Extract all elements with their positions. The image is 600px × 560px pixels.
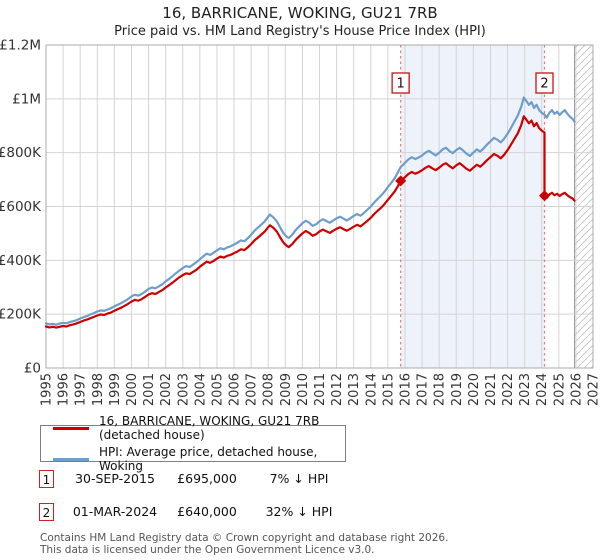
svg-text:2023: 2023 — [518, 373, 533, 406]
plot-border — [45, 44, 594, 369]
svg-text:2027: 2027 — [587, 373, 600, 406]
hpi-line — [44, 96, 576, 326]
sale-2-price: £640,000 — [177, 504, 237, 519]
svg-text:£1.2M: £1.2M — [0, 38, 41, 54]
license-footer: Contains HM Land Registry data © Crown c… — [40, 532, 600, 556]
svg-text:2008: 2008 — [262, 373, 277, 406]
svg-text:2014: 2014 — [364, 373, 379, 406]
svg-text:2007: 2007 — [245, 373, 260, 406]
page-subtitle: Price paid vs. HM Land Registry's House … — [114, 24, 486, 39]
svg-text:£0: £0 — [24, 361, 41, 377]
license-footer-line1: Contains HM Land Registry data © Crown c… — [40, 532, 449, 544]
svg-text:2026: 2026 — [569, 373, 584, 406]
x-axis-labels: 1995 1996 1997 1998 1999 2000 2001 2002 2003 2004… — [40, 373, 600, 406]
grid — [45, 44, 594, 369]
sale-1-date: 30-SEP-2015 — [75, 471, 155, 486]
svg-text:2001: 2001 — [142, 373, 157, 406]
svg-text:2020: 2020 — [467, 373, 482, 406]
svg-text:2015: 2015 — [381, 373, 396, 406]
svg-text:2005: 2005 — [210, 373, 225, 406]
sale-annotation-row-1: 1 30-SEP-2015 £695,000 7% ↓ HPI — [0, 470, 600, 490]
svg-text:2011: 2011 — [313, 373, 328, 406]
legend-label-hpi: HPI: Average price, detached house, Woki… — [99, 445, 318, 473]
sale-annotation-row-2: 2 01-MAR-2024 £640,000 32% ↓ HPI — [0, 503, 600, 523]
property-line-swatch — [53, 426, 89, 430]
sale-point-diamond — [539, 190, 551, 202]
svg-text:1995: 1995 — [40, 373, 55, 406]
svg-text:2012: 2012 — [330, 373, 345, 406]
svg-text:1996: 1996 — [57, 373, 72, 406]
price-history-chart: 1 2 £0 £200K £400K £600K £800K £1M £1.2M 1995 1996… — [0, 38, 600, 407]
svg-text:1998: 1998 — [91, 373, 106, 406]
chart-svg: 1 2 £0 £200K £400K £600K £800K £1M £1.2M 1995 1996… — [0, 38, 600, 407]
hpi-line-swatch — [53, 457, 89, 461]
svg-text:2009: 2009 — [279, 373, 294, 406]
chart-legend: 16, BARRICANE, WOKING, GU21 7RB (detache… — [40, 414, 346, 473]
sale-2-number-badge: 2 — [39, 503, 54, 521]
svg-text:2025: 2025 — [552, 373, 567, 406]
svg-text:2019: 2019 — [450, 373, 465, 406]
svg-text:2: 2 — [540, 77, 548, 92]
svg-text:2013: 2013 — [347, 373, 362, 406]
legend-item-property: 16, BARRICANE, WOKING, GU21 7RB (detache… — [41, 414, 345, 442]
legend-label-property: 16, BARRICANE, WOKING, GU21 7RB (detache… — [99, 414, 320, 442]
svg-text:2006: 2006 — [228, 373, 243, 406]
svg-text:2004: 2004 — [193, 373, 208, 406]
svg-text:2022: 2022 — [501, 373, 516, 406]
svg-text:2021: 2021 — [484, 373, 499, 406]
svg-text:2024: 2024 — [535, 373, 550, 406]
svg-text:2000: 2000 — [125, 373, 140, 406]
svg-text:2017: 2017 — [416, 373, 431, 406]
sale-marker-badge: 2 — [535, 72, 554, 94]
y-axis-labels: £0 £200K £400K £600K £800K £1M £1.2M — [0, 38, 42, 377]
svg-text:1999: 1999 — [108, 373, 123, 406]
sale-point-diamond — [395, 175, 407, 187]
license-footer-line2: This data is licensed under the Open Gov… — [40, 543, 375, 556]
svg-text:£600K: £600K — [0, 199, 42, 215]
svg-text:2016: 2016 — [398, 373, 413, 406]
legend-item-hpi: HPI: Average price, detached house, Woki… — [41, 445, 345, 473]
svg-text:£1M: £1M — [12, 91, 41, 107]
sale-marker-badge: 1 — [391, 72, 410, 94]
page-title: 16, BARRICANE, WOKING, GU21 7RB — [162, 4, 438, 22]
svg-text:2010: 2010 — [296, 373, 311, 406]
svg-text:2018: 2018 — [433, 373, 448, 406]
svg-text:£800K: £800K — [0, 145, 42, 161]
svg-text:1: 1 — [397, 77, 405, 92]
sale-1-hpi-delta: 7% ↓ HPI — [269, 471, 329, 486]
svg-text:1997: 1997 — [74, 373, 89, 406]
sale-2-hpi-delta: 32% ↓ HPI — [265, 504, 333, 519]
sale-2-date: 01-MAR-2024 — [72, 504, 158, 519]
property-price-line — [44, 115, 576, 329]
sale-1-price: £695,000 — [177, 471, 237, 486]
svg-text:£400K: £400K — [0, 253, 42, 269]
svg-text:2002: 2002 — [159, 373, 174, 406]
sale-1-number-badge: 1 — [39, 470, 54, 488]
svg-text:2003: 2003 — [176, 373, 191, 406]
svg-text:£200K: £200K — [0, 307, 42, 323]
